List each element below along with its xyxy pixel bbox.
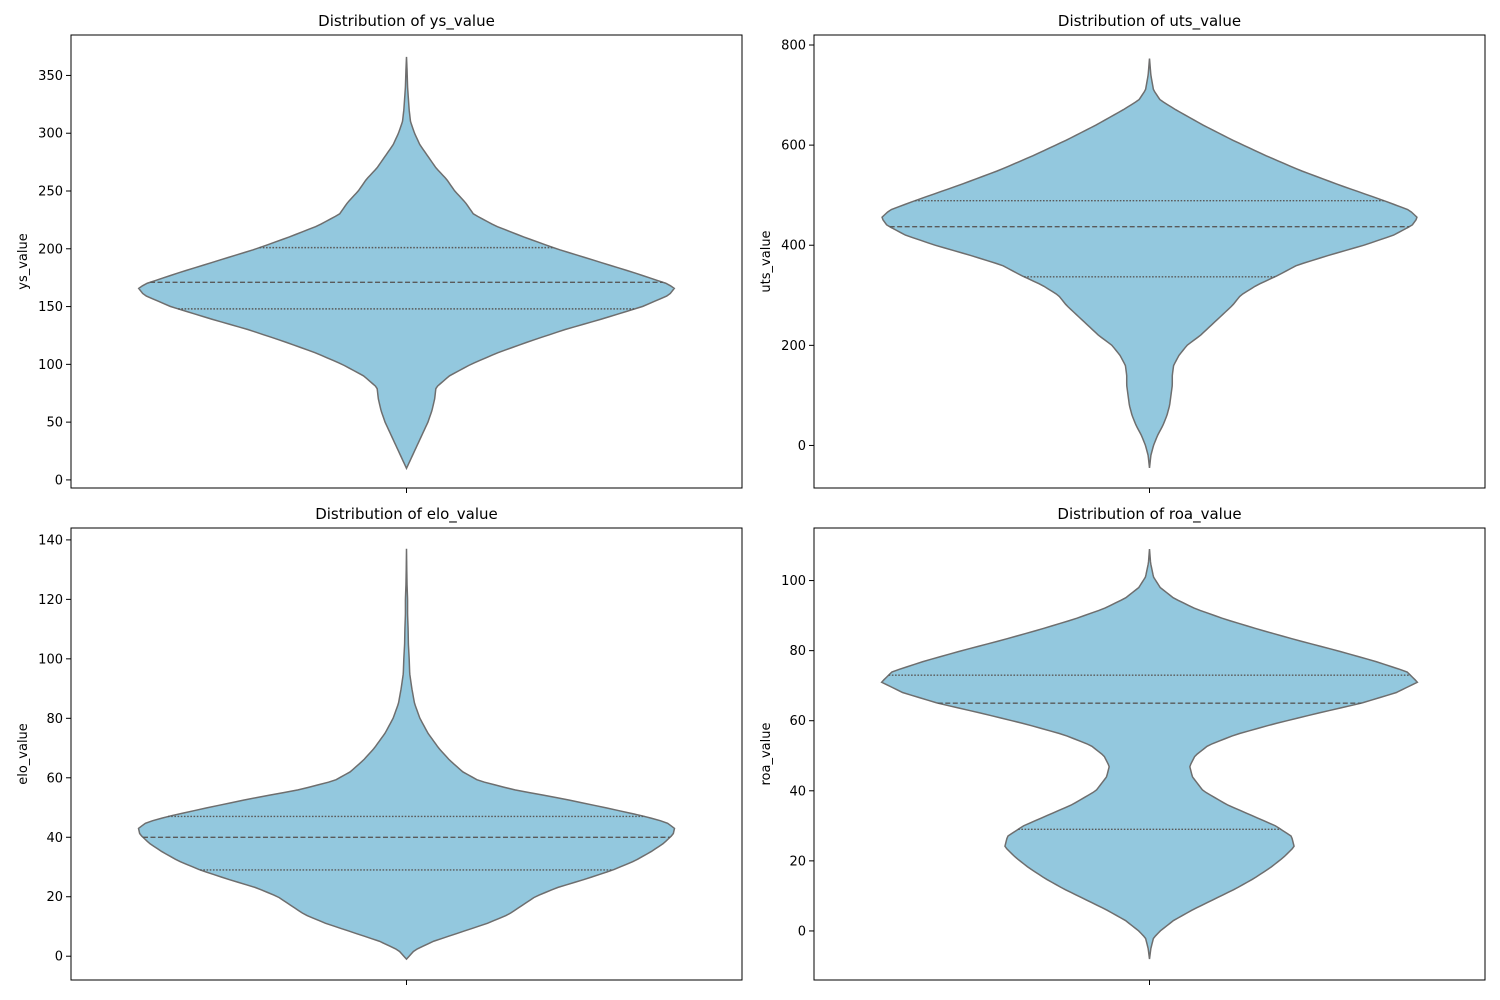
- y-tick-label: 140: [38, 533, 63, 548]
- y-tick-label: 40: [789, 784, 806, 799]
- chart-panel-1: Distribution of ys_value ys_value 0 50 100 15…: [16, 12, 743, 493]
- y-tick-label: 40: [46, 831, 63, 846]
- y-tick-label: 100: [781, 574, 806, 589]
- y-tick-label: 250: [38, 185, 63, 200]
- violin-body: [137, 548, 676, 961]
- y-tick-label: 0: [55, 473, 63, 488]
- chart-title: Distribution of elo_value: [315, 505, 498, 524]
- y-tick-label: 80: [46, 712, 63, 727]
- y-axis-label: uts_value: [759, 230, 774, 292]
- y-tick-label: 350: [38, 69, 63, 84]
- y-tick-label: 100: [38, 358, 63, 373]
- chart-title: Distribution of ys_value: [318, 12, 495, 31]
- y-tick-label: 60: [789, 714, 806, 729]
- chart-title: Distribution of roa_value: [1057, 505, 1241, 524]
- y-tick-label: 0: [798, 924, 806, 939]
- chart-panel-2: Distribution of uts_value uts_value 0 200 40…: [759, 12, 1486, 493]
- y-tick-label: 600: [781, 139, 806, 154]
- y-axis-label: elo_value: [16, 723, 31, 785]
- y-tick-label: 20: [789, 854, 806, 869]
- y-axis-label: roa_value: [759, 723, 774, 786]
- chart-title: Distribution of uts_value: [1058, 12, 1241, 31]
- violin-body: [880, 548, 1419, 960]
- violin-body: [881, 58, 1418, 469]
- y-tick-label: 200: [38, 242, 63, 257]
- y-axis-label: ys_value: [16, 233, 31, 289]
- y-tick-label: 300: [38, 127, 63, 142]
- y-tick-label: 50: [46, 416, 63, 431]
- chart-panel-4: Distribution of roa_value roa_value 0 20 40 6…: [759, 505, 1486, 985]
- chart-panel-3: Distribution of elo_value elo_value 0 20 40 6…: [16, 505, 743, 985]
- y-tick-label: 0: [798, 439, 806, 454]
- y-tick-label: 400: [781, 239, 806, 254]
- y-tick-label: 200: [781, 339, 806, 354]
- y-tick-label: 800: [781, 39, 806, 54]
- y-tick-label: 80: [789, 644, 806, 659]
- y-tick-label: 60: [46, 771, 63, 786]
- y-tick-label: 150: [38, 300, 63, 315]
- violin-body: [137, 56, 676, 471]
- y-tick-label: 0: [55, 950, 63, 965]
- y-tick-label: 20: [46, 890, 63, 905]
- y-tick-label: 120: [38, 593, 63, 608]
- y-tick-label: 100: [38, 652, 63, 667]
